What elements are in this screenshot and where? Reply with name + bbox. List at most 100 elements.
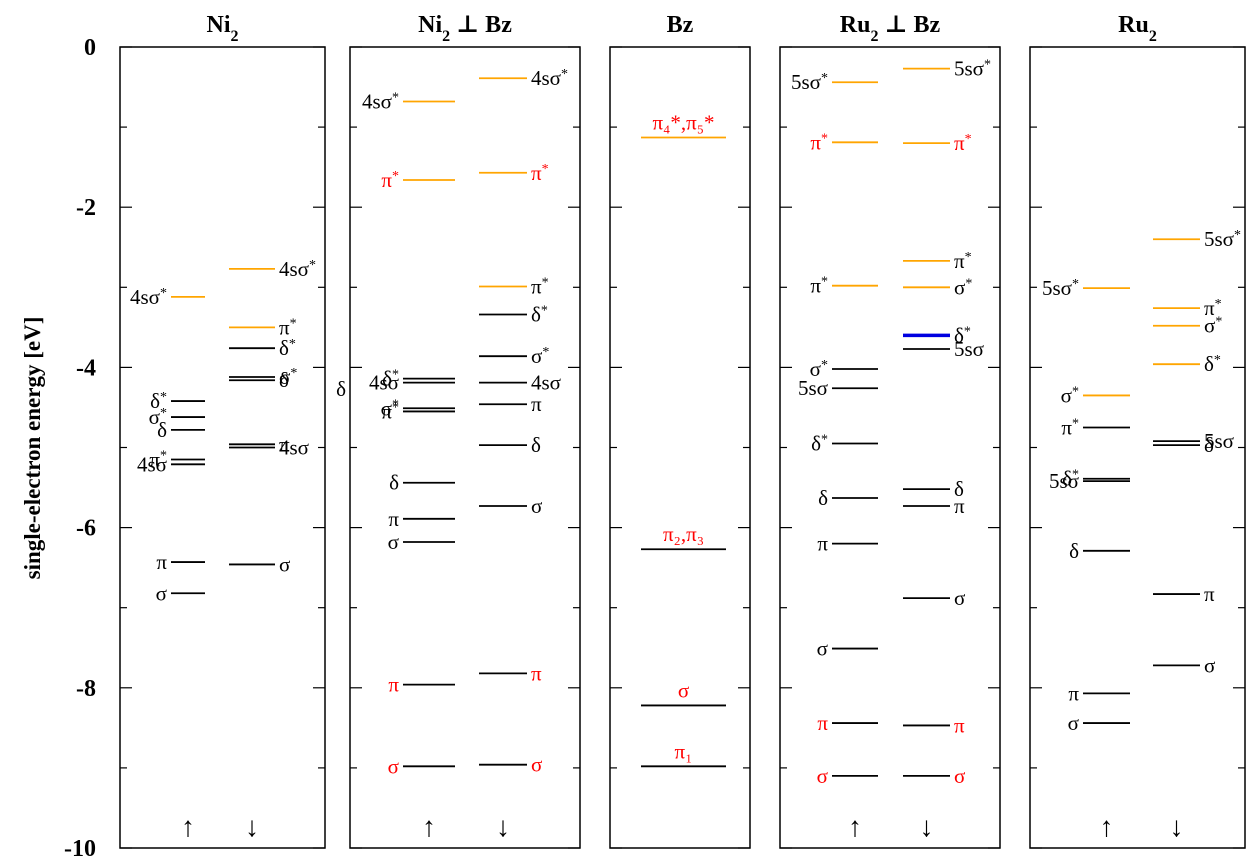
level-label: σ — [817, 637, 828, 661]
level-label: δ — [531, 433, 541, 457]
level-label: π — [279, 432, 290, 456]
panel-4: Ru2 ⊥ Bz5sσ*π*π*σ*5sσδ*δπσπσ5sσ*π*π*σ*δ*… — [779, 12, 1001, 849]
level-label: σ* — [279, 365, 297, 389]
y-tick-label: 0 — [84, 35, 96, 61]
y-axis-label: single-electron energy [eV] — [20, 317, 45, 580]
spin-up-arrow: ↑ — [181, 812, 195, 843]
level-label: π* — [381, 399, 399, 423]
panel-2: Ni2 ⊥ Bz4sσ*π*δ*4sσσ*π*δπσπσ4sσ*π*π*δ*σ*… — [336, 12, 581, 849]
level-label: π — [1068, 681, 1079, 705]
level-label: π* — [279, 315, 297, 339]
level-label: δ* — [954, 323, 971, 347]
level-label: σ* — [954, 275, 972, 299]
level-label: 4sσ* — [362, 89, 399, 113]
panel-title: Ni2 — [207, 12, 239, 45]
level-label: π₄*,π₅* — [652, 111, 714, 135]
level-label: δ* — [279, 336, 296, 360]
level-label: π₁ — [675, 739, 693, 763]
y-tick-label: -8 — [76, 676, 96, 702]
level-label: σ* — [810, 357, 828, 381]
level-label: π — [1204, 582, 1215, 606]
level-label: δ* — [150, 389, 167, 413]
level-label: σ — [817, 764, 828, 788]
level-label: 4sσ — [279, 436, 309, 460]
level-label: δ* — [1062, 467, 1079, 491]
y-axis-tick-labels: 0 -2 -4 -6 -8 -10 — [64, 35, 96, 862]
level-label: δ* — [382, 367, 399, 391]
panel-frame — [609, 46, 751, 849]
level-label: σ — [279, 552, 290, 576]
level-label: π* — [531, 161, 549, 185]
level-label: π* — [1204, 296, 1222, 320]
level-label: 5sσ — [1204, 429, 1234, 453]
level-label: 5sσ — [1049, 469, 1079, 493]
level-label: π — [531, 392, 542, 416]
level-label: 5sσ — [798, 376, 828, 400]
level-label: π* — [531, 274, 549, 298]
level-label: δ — [954, 477, 964, 501]
level-label: 4sσ* — [531, 66, 568, 90]
level-label: π* — [954, 131, 972, 155]
level-label: π₂,π₃ — [663, 522, 704, 546]
level-label: 4sσ — [369, 371, 399, 395]
level-label: 4sσ — [137, 452, 167, 476]
level-label: σ — [388, 754, 399, 778]
level-label: σ — [531, 753, 542, 777]
level-label: π* — [810, 274, 828, 298]
level-label: δ* — [531, 303, 548, 327]
level-label: δ — [389, 471, 399, 495]
level-label: π — [156, 550, 167, 574]
level-label: π — [388, 507, 399, 531]
y-tick-label: -10 — [64, 836, 96, 862]
level-label: σ — [1068, 711, 1079, 735]
level-label: π — [388, 673, 399, 697]
level-label: π — [817, 711, 828, 735]
level-label: π — [817, 532, 828, 556]
level-label: σ — [1204, 653, 1215, 677]
y-tick-label: -2 — [76, 195, 96, 221]
y-tick-label: -4 — [76, 355, 96, 381]
level-label: 4sσ* — [130, 285, 167, 309]
level-label: δ — [279, 368, 289, 392]
panel-title: Ru2 ⊥ Bz — [840, 12, 941, 45]
y-tick-label: -6 — [76, 516, 96, 542]
level-label: σ — [156, 581, 167, 605]
level-label: 5sσ* — [1204, 227, 1241, 251]
level-label: σ — [531, 494, 542, 518]
level-label: δ — [157, 418, 167, 442]
level-label: 4sσ — [531, 371, 561, 395]
level-label: σ* — [381, 396, 399, 420]
level-label: σ* — [149, 405, 167, 429]
level-label: δ* — [811, 431, 828, 455]
panel-title: Ru2 — [1118, 12, 1157, 45]
level-label: δ — [1069, 539, 1079, 563]
level-label: δ* — [1204, 352, 1221, 376]
level-label: 5sσ* — [954, 57, 991, 81]
level-label: π — [954, 494, 965, 518]
level-label: π* — [954, 249, 972, 273]
level-label: π — [954, 713, 965, 737]
level-label: σ* — [1204, 314, 1222, 338]
level-label: σ — [954, 586, 965, 610]
level-label: σ — [954, 764, 965, 788]
level-label: δ — [336, 377, 346, 401]
panel-3: Bz π₄*,π₅* π₂,π₃ σ π₁ — [609, 12, 751, 849]
level-label: σ — [388, 530, 399, 554]
spin-up-arrow: ↑ — [1100, 812, 1114, 843]
spin-down-arrow: ↓ — [1170, 812, 1184, 843]
level-label: σ* — [531, 344, 549, 368]
level-label: π* — [381, 168, 399, 192]
level-label: 5sσ* — [1042, 276, 1079, 300]
level-label: σ — [678, 678, 689, 702]
level-label: π* — [1061, 415, 1079, 439]
level-label: π* — [149, 448, 167, 472]
level-label: 4sσ* — [279, 257, 316, 281]
level-label: σ* — [1061, 383, 1079, 407]
spin-up-arrow: ↑ — [422, 812, 436, 843]
level-label: π* — [810, 130, 828, 154]
panel-title: Ni2 ⊥ Bz — [418, 12, 512, 45]
level-label: 5sσ* — [791, 70, 828, 94]
